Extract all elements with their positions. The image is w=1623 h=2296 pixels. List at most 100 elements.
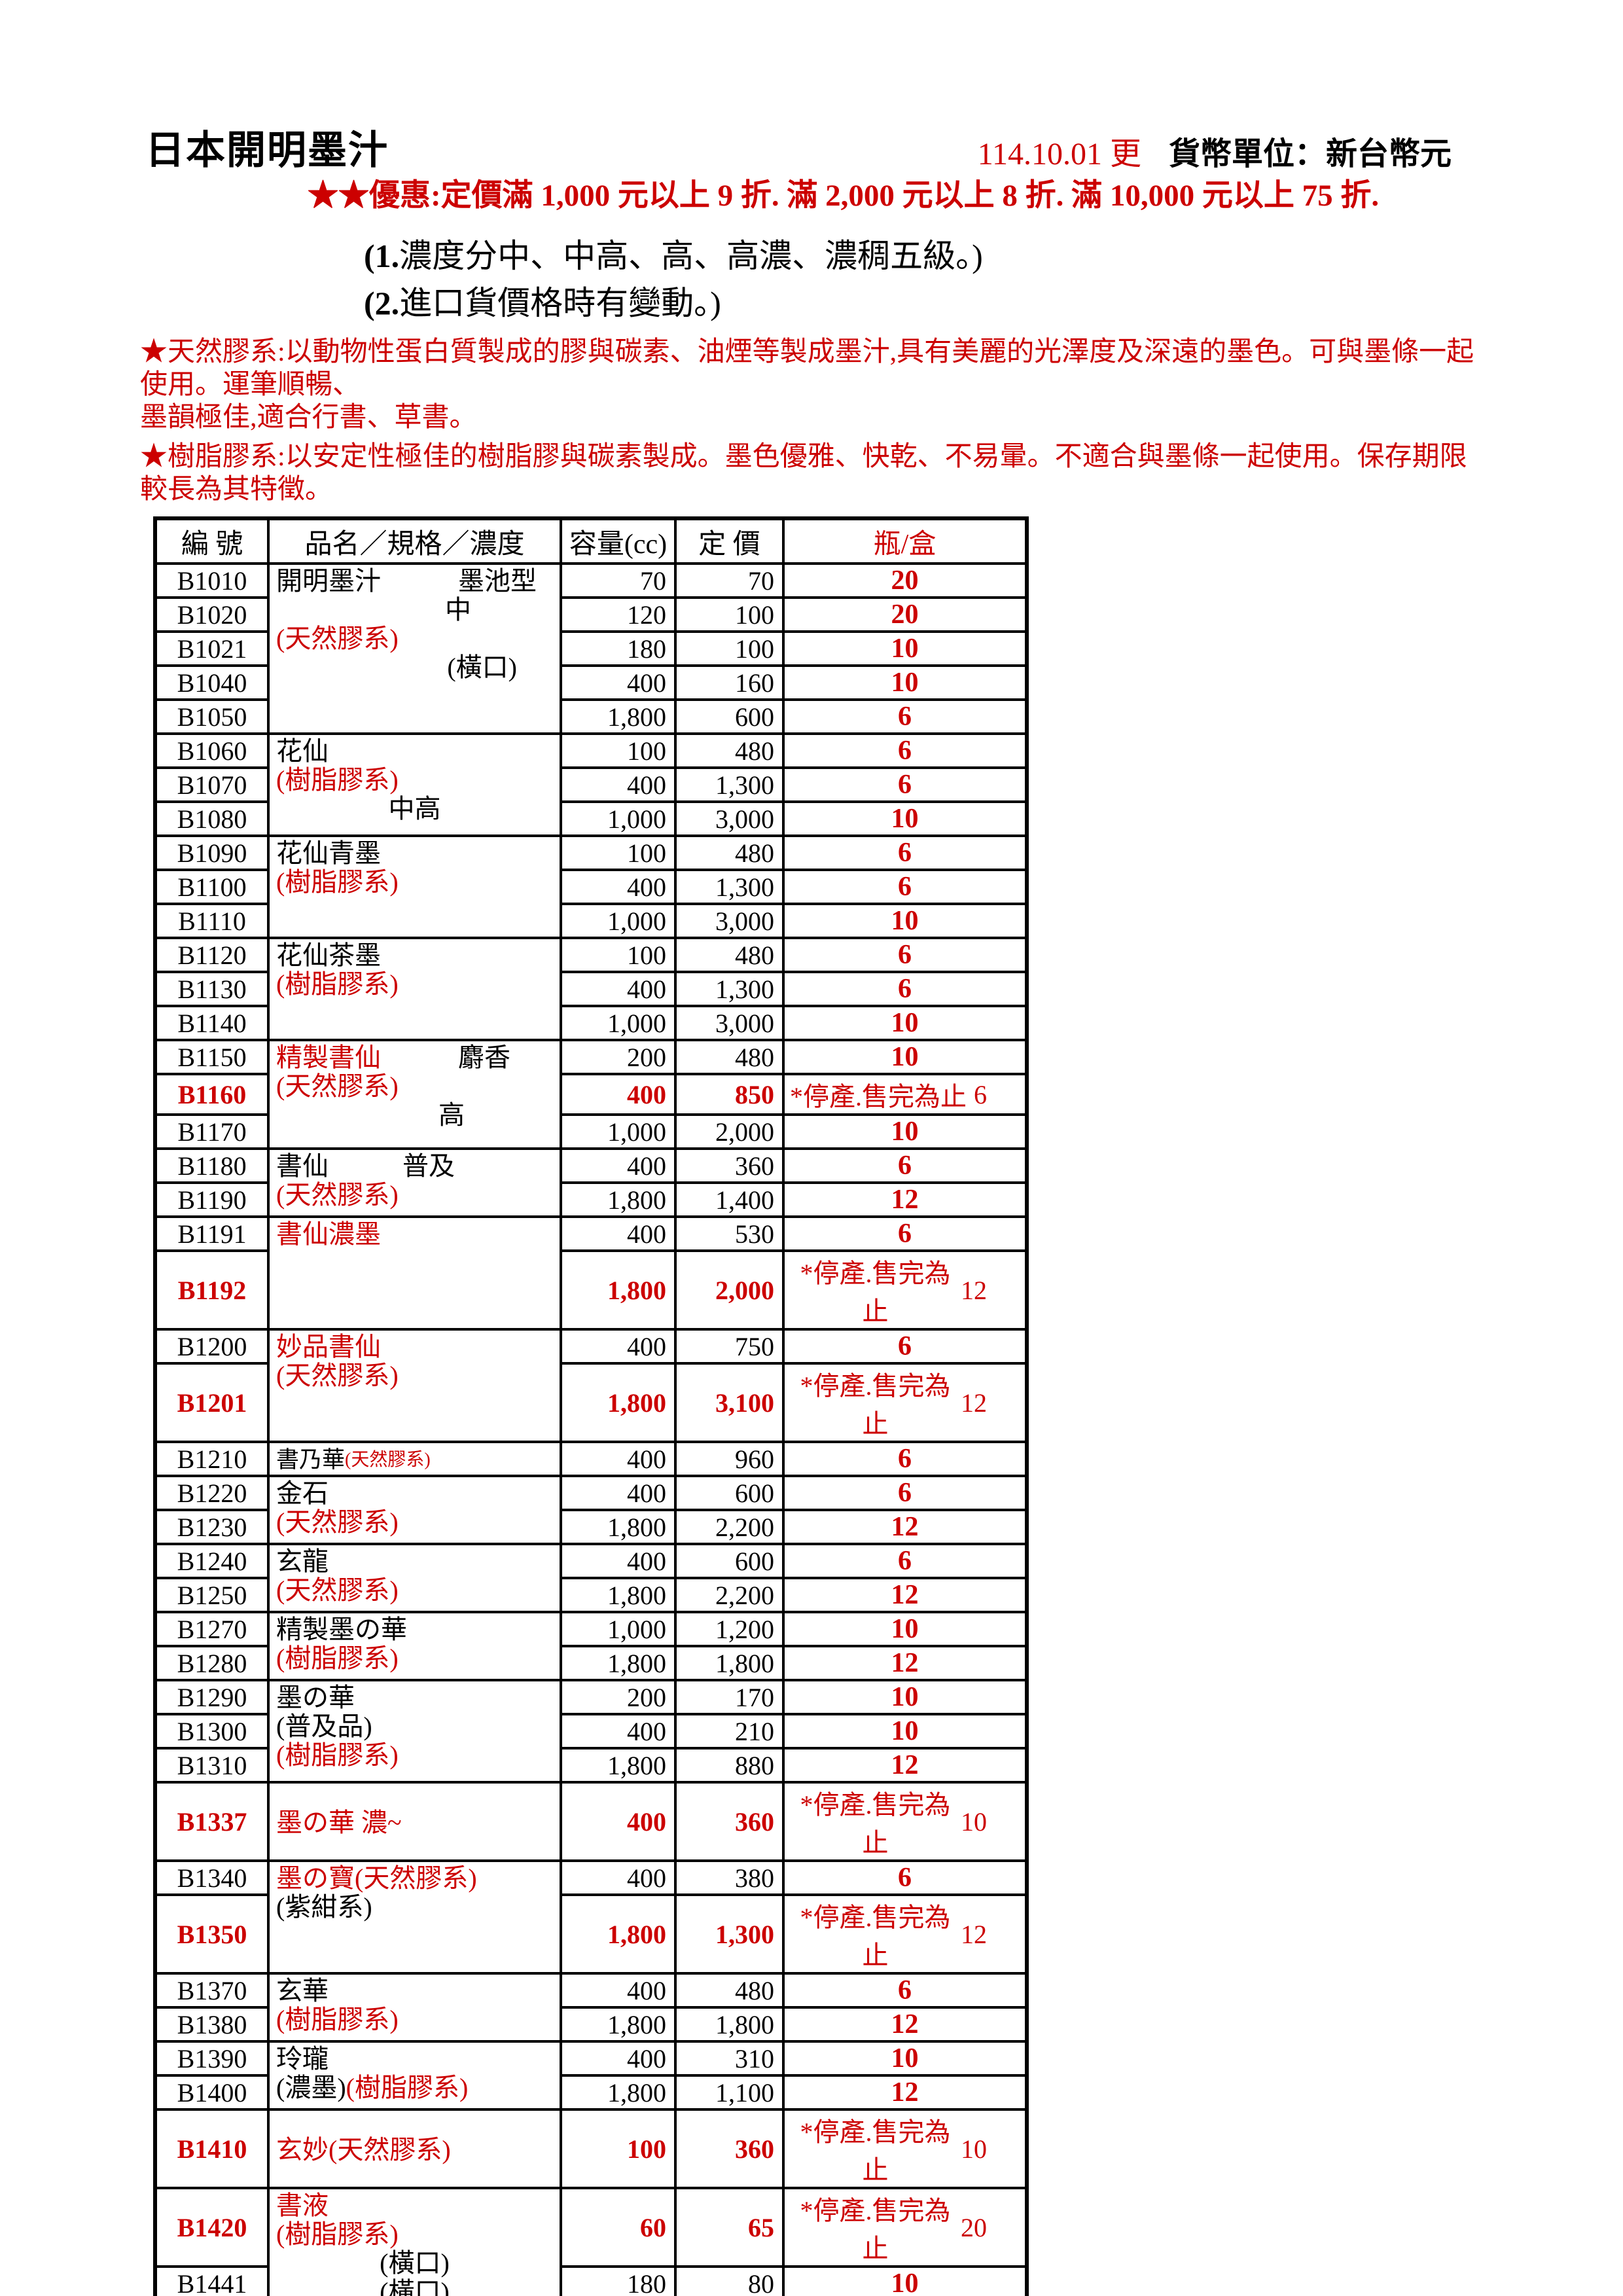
item-id: B1150 <box>154 1039 270 1075</box>
item-id: B1441 <box>154 2265 270 2296</box>
item-price: 3,100 <box>674 1362 785 1443</box>
table-row: B1180 書仙 普及 (天然膠系) 400 360 6 <box>154 1147 1028 1218</box>
qty-value: 20 <box>961 2212 987 2242</box>
item-qty-per-box: 6 <box>782 732 1028 769</box>
table-row: B1410 玄妙(天然膠系) 100 360 *停產.售完為止 10 <box>154 2108 1028 2189</box>
item-qty-per-box: 12 <box>782 1747 1028 1784</box>
item-name-text: 玲瓏 <box>276 2044 329 2073</box>
note-1-prefix: (1. <box>364 238 400 274</box>
item-price: 750 <box>674 1328 785 1365</box>
item-id: B1180 <box>154 1147 270 1184</box>
qty-value: 12 <box>891 1750 919 1780</box>
qty-value: 12 <box>961 1919 987 1949</box>
table-row: B1100 400 1,300 6 <box>154 869 1028 905</box>
item-price: 2,200 <box>674 1509 785 1545</box>
item-name: 花仙青墨 (樹脂膠系) <box>267 834 562 939</box>
item-id: B1120 <box>154 937 270 973</box>
qty-value: 6 <box>898 872 912 902</box>
item-price: 310 <box>674 2040 785 2077</box>
price-table: 編 號品名／規格／濃度 容量(cc) 定 價瓶/盒 B1010 開明墨汁 墨池型中 (天然膠… <box>153 516 1029 2296</box>
glue-type-descriptions: ★天然膠系:以動物性蛋白質製成的膠與碳素、油煙等製成墨汁,具有美麗的光澤度及深遠… <box>140 336 1488 506</box>
item-id: B1390 <box>154 2040 270 2077</box>
qty-value: 10 <box>891 2269 919 2296</box>
table-row: B1140 1,000 3,000 10 <box>154 1005 1028 1041</box>
item-name-text: (橫口) <box>380 2248 450 2278</box>
item-capacity: 400 <box>560 1147 677 1184</box>
item-id: B1310 <box>154 1747 270 1784</box>
table-row: B1350 1,800 1,300 *停產.售完為止 12 <box>154 1893 1028 1975</box>
item-capacity: 1,000 <box>560 1113 677 1150</box>
item-capacity: 200 <box>560 1679 677 1715</box>
page-header: 日本開明墨汁 114.10.01 更貨幣單位：新台幣元 <box>145 128 1452 173</box>
item-capacity: 1,800 <box>560 1893 677 1975</box>
item-name-text: (樹脂膠系) <box>276 2219 399 2249</box>
qty-value: 6 <box>898 1546 912 1576</box>
item-name-text: 墨の華 <box>276 1683 355 1712</box>
item-id: B1090 <box>154 834 270 871</box>
item-name-text: (樹脂膠系) <box>346 2073 469 2102</box>
note-line-2: (2.進口貨價格時有變動。) <box>364 279 1623 327</box>
item-price: 100 <box>674 596 785 633</box>
discount-offer-note: ★★優惠:定價滿 1,000 元以上 9 折. 滿 2,000 元以上 8 折.… <box>308 179 1380 213</box>
item-price: 380 <box>674 1859 785 1896</box>
item-name-text: 花仙茶墨 <box>276 941 381 970</box>
item-price: 1,800 <box>674 2006 785 2043</box>
qty-value: 6 <box>898 1219 912 1249</box>
item-price: 480 <box>674 834 785 871</box>
table-row: B1021 180 100 10 <box>154 630 1028 667</box>
qty-value: 10 <box>891 1117 919 1147</box>
item-id: B1350 <box>154 1893 270 1975</box>
item-price: 2,000 <box>674 1113 785 1150</box>
item-price: 2,000 <box>674 1249 785 1331</box>
table-row: B1040 400 160 10 <box>154 664 1028 701</box>
item-name-text: (橫口) <box>380 2277 450 2296</box>
item-name-text: (樹脂膠系) <box>276 1740 399 1770</box>
item-price: 360 <box>674 1147 785 1184</box>
item-price: 600 <box>674 698 785 735</box>
item-id: B1110 <box>154 903 270 939</box>
item-name: 精製墨の華 (樹脂膠系) <box>267 1611 562 1681</box>
item-capacity: 1,800 <box>560 1362 677 1443</box>
item-capacity: 180 <box>560 2265 677 2296</box>
qty-value: 10 <box>891 668 919 698</box>
item-qty-per-box: *停產.售完為止 6 <box>782 1073 1028 1116</box>
item-name-text: 麝香 <box>458 1043 510 1072</box>
table-row: B1280 1,800 1,800 12 <box>154 1645 1028 1681</box>
discontinued-note: *停產.售完為止 <box>790 1082 967 1111</box>
table-row: B1420 書液 (樹脂膠系) (橫口) (橫口) 60 65 *停產.售完為止 20 <box>154 2187 1028 2296</box>
table-row: B1150 精製書仙 麝香 (天然膠系) 高 200 480 10 <box>154 1039 1028 1150</box>
item-id: B1190 <box>154 1181 270 1218</box>
item-qty-per-box: 6 <box>782 1543 1028 1579</box>
item-qty-per-box: 6 <box>782 1215 1028 1252</box>
item-name-text: 高 <box>438 1100 465 1130</box>
item-name-text: (天然膠系) <box>276 1071 399 1101</box>
item-name-text: 玄龍 <box>276 1547 329 1576</box>
item-id: B1060 <box>154 732 270 769</box>
item-qty-per-box: 6 <box>782 834 1028 871</box>
table-row: B1192 1,800 2,000 *停產.售完為止 12 <box>154 1249 1028 1331</box>
item-capacity: 400 <box>560 2040 677 2077</box>
item-qty-per-box: 12 <box>782 2006 1028 2043</box>
item-price: 600 <box>674 1475 785 1511</box>
item-id: B1100 <box>154 869 270 905</box>
item-id: B1220 <box>154 1475 270 1511</box>
item-name: 開明墨汁 墨池型中 (天然膠系) (橫口) <box>267 562 562 735</box>
item-capacity: 100 <box>560 732 677 769</box>
item-capacity: 1,000 <box>560 1005 677 1041</box>
item-capacity: 200 <box>560 1039 677 1075</box>
table-row: B1400 1,800 1,100 12 <box>154 2074 1028 2111</box>
discontinued-note: *停產.售完為止 <box>800 2196 951 2263</box>
table-row: B1250 1,800 2,200 12 <box>154 1577 1028 1613</box>
item-capacity: 400 <box>560 1859 677 1896</box>
qty-value: 10 <box>891 1008 919 1038</box>
item-id: B1130 <box>154 971 270 1007</box>
item-price: 2,200 <box>674 1577 785 1613</box>
item-name-text: (天然膠系) <box>345 1449 431 1470</box>
item-name-text: 玄華 <box>276 1976 329 2005</box>
item-name-text: (樹脂膠系) <box>276 867 399 897</box>
item-name: 花仙茶墨 (樹脂膠系) <box>267 937 562 1041</box>
item-name: 玄妙(天然膠系) <box>267 2108 562 2189</box>
table-row: B1290 墨の華 (普及品) (樹脂膠系) 200 170 10 <box>154 1679 1028 1784</box>
item-name: 墨の寶(天然膠系) (紫紺系) <box>267 1859 562 1975</box>
item-qty-per-box: 20 <box>782 562 1028 599</box>
